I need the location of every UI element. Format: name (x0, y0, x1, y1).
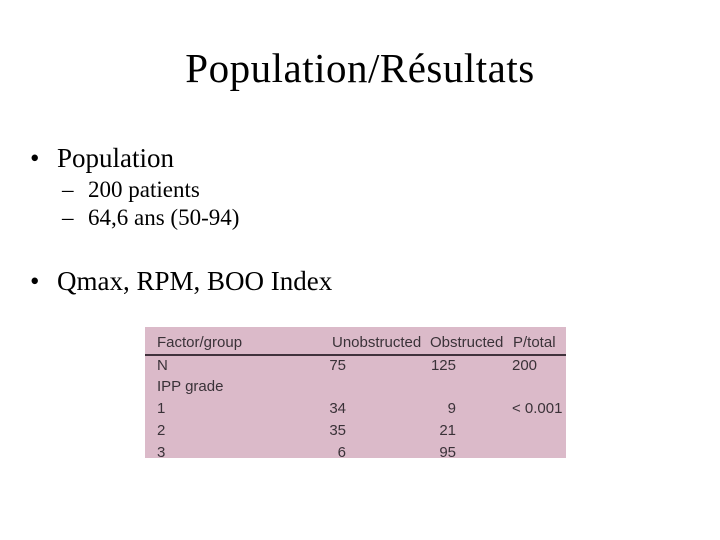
cell-unobstructed: 6 (337, 444, 346, 458)
results-table: Factor/group Unobstructed Obstructed P/t… (145, 327, 566, 458)
bullet-text: Population (57, 143, 175, 173)
table-row: 3 6 95 (145, 444, 566, 458)
table-row: IPP grade (145, 378, 566, 399)
bullet-marker: • (30, 143, 40, 173)
column-header-factor-group: Factor/group (157, 334, 243, 351)
cell-p-total: 200 (512, 357, 538, 374)
cell-p-total: < 0.001 (512, 400, 563, 417)
table-row: N 75 125 200 (145, 357, 566, 378)
dash-marker: – (62, 177, 74, 202)
column-header-obstructed: Obstructed (430, 334, 504, 351)
sub-bullet-text: 64,6 ans (50-94) (88, 205, 240, 230)
cell-factor: IPP grade (157, 378, 224, 395)
sub-bullet-item: – 200 patients (0, 177, 720, 211)
bullet-item: • Population (0, 143, 720, 177)
cell-unobstructed: 34 (329, 400, 346, 417)
cell-obstructed: 9 (447, 400, 456, 417)
column-header-unobstructed: Unobstructed (332, 334, 422, 351)
bullet-text: Qmax, RPM, BOO Index (57, 266, 333, 296)
cell-factor: 2 (157, 422, 166, 439)
bullet-marker: • (30, 266, 40, 296)
sub-bullet-text: 200 patients (88, 177, 200, 202)
table-row: 2 35 21 (145, 422, 566, 443)
slide-title: Population/Résultats (185, 45, 535, 91)
table-row: 1 34 9 < 0.001 (145, 400, 566, 421)
cell-obstructed: 21 (439, 422, 456, 439)
cell-unobstructed: 35 (329, 422, 346, 439)
cell-factor: 1 (157, 400, 166, 417)
cell-factor: N (157, 357, 168, 374)
cell-obstructed: 125 (430, 357, 456, 374)
header-rule (145, 354, 566, 356)
dash-marker: – (62, 205, 74, 230)
cell-obstructed: 95 (439, 444, 456, 458)
cell-unobstructed: 75 (329, 357, 346, 374)
sub-bullet-item: – 64,6 ans (50-94) (0, 205, 720, 239)
column-header-p-total: P/total (513, 334, 556, 351)
cell-factor: 3 (157, 444, 166, 458)
bullet-item: • Qmax, RPM, BOO Index (0, 266, 720, 300)
